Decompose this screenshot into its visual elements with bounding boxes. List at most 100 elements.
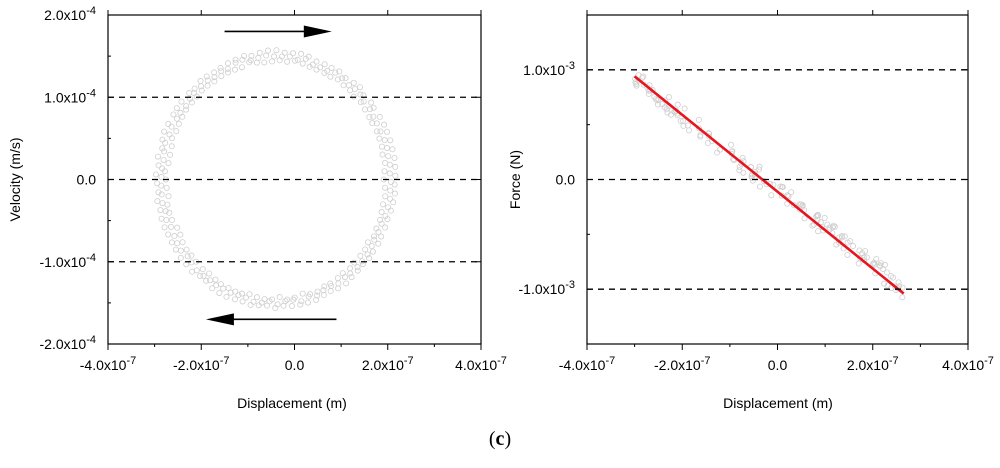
x-tick-label: -2.0x10-7: [654, 355, 710, 373]
data-point: [297, 301, 304, 308]
data-point: [367, 106, 374, 113]
data-point: [357, 91, 364, 98]
data-point: [241, 52, 248, 59]
data-point: [204, 77, 211, 84]
data-point: [844, 239, 851, 246]
data-point: [158, 191, 165, 198]
data-point: [174, 240, 181, 247]
data-point: [161, 148, 168, 155]
data-point: [871, 259, 878, 266]
data-point: [158, 174, 165, 181]
data-point: [232, 288, 239, 295]
data-point: [305, 293, 312, 300]
data-point: [248, 52, 255, 59]
data-point: [174, 224, 181, 231]
data-point: [343, 280, 350, 287]
data-point: [225, 69, 232, 76]
data-point: [313, 58, 320, 65]
data-point: [172, 246, 179, 253]
y-tick-label: 1.0x10-4: [44, 87, 96, 105]
x-tick-label: 4.0x10-7: [942, 355, 994, 373]
data-point: [381, 137, 388, 144]
data-point: [298, 50, 305, 57]
data-point: [382, 184, 389, 191]
data-point: [328, 64, 335, 71]
data-point: [661, 104, 668, 111]
data-point: [224, 65, 231, 72]
data-point: [320, 292, 327, 299]
data-point: [188, 259, 195, 266]
data-point: [166, 209, 173, 216]
data-point: [740, 169, 747, 176]
data-point: [276, 57, 283, 64]
data-point: [327, 288, 334, 295]
data-point: [247, 57, 254, 64]
data-point: [227, 289, 234, 296]
data-point: [284, 58, 291, 65]
data-point: [168, 223, 175, 230]
data-point: [880, 265, 887, 272]
data-point: [392, 163, 399, 170]
data-point: [680, 117, 687, 124]
y-axis-title: Force (N): [507, 150, 523, 209]
data-point: [336, 68, 343, 75]
data-point: [377, 128, 384, 135]
data-point: [663, 106, 670, 113]
data-point: [376, 135, 383, 142]
data-point: [178, 98, 185, 105]
data-point: [381, 121, 388, 128]
data-point: [821, 214, 828, 221]
data-point: [368, 243, 375, 250]
data-point: [161, 128, 168, 135]
data-point: [814, 212, 821, 219]
data-point: [350, 79, 357, 86]
data-point: [154, 153, 161, 160]
data-point: [177, 247, 184, 254]
data-point: [183, 246, 190, 253]
data-point: [695, 116, 702, 123]
data-point: [357, 99, 364, 106]
caption-letter: c: [495, 428, 505, 450]
data-point: [155, 162, 162, 169]
data-point: [314, 288, 321, 295]
data-point: [186, 89, 193, 96]
data-point: [677, 117, 684, 124]
data-point: [357, 252, 364, 259]
data-point: [207, 277, 214, 284]
data-point: [380, 201, 387, 208]
data-point: [199, 266, 206, 273]
data-point: [387, 137, 394, 144]
data-point: [165, 231, 172, 238]
data-point: [756, 163, 763, 170]
data-point: [884, 269, 891, 276]
data-point: [378, 233, 385, 240]
data-point: [198, 87, 205, 94]
data-point: [154, 180, 161, 187]
data-point: [216, 289, 223, 296]
data-point: [388, 178, 395, 185]
figure-caption: (c): [0, 428, 1000, 451]
data-point: [817, 219, 824, 226]
data-point: [168, 123, 175, 130]
data-point: [305, 53, 312, 60]
data-point: [200, 272, 207, 279]
data-point: [171, 232, 178, 239]
data-point: [261, 59, 268, 66]
data-point: [335, 280, 342, 287]
y-tick-label: -1.0x10-3: [519, 279, 575, 297]
data-point: [369, 248, 376, 255]
data-point: [728, 141, 735, 148]
data-point: [242, 294, 249, 301]
data-point: [160, 156, 167, 163]
data-point: [250, 298, 257, 305]
data-point: [887, 272, 894, 279]
data-point: [654, 101, 661, 108]
data-point: [354, 267, 361, 274]
data-point: [371, 233, 378, 240]
data-point: [633, 82, 640, 89]
data-point: [376, 113, 383, 120]
caption-close-paren: ): [504, 428, 512, 450]
data-point: [869, 261, 876, 268]
data-point: [165, 160, 172, 167]
data-point: [168, 143, 175, 150]
